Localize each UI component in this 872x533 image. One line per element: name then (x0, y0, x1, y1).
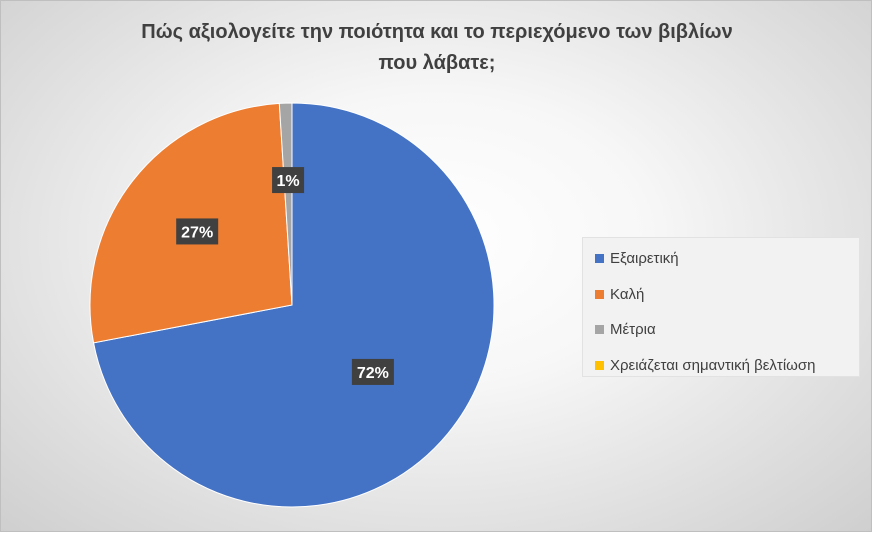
legend-swatch (595, 289, 604, 299)
data-label-text: 72% (357, 365, 389, 382)
legend-label: Καλή (610, 285, 645, 303)
data-label-text: 1% (277, 173, 300, 190)
legend-label: Εξαιρετική (610, 250, 679, 268)
legend-label: Μέτρια (610, 321, 656, 339)
chart-legend: Εξαιρετική Καλή Μέτρια Χρειάζεται σημαντική… (582, 237, 860, 377)
legend-label: Χρειάζεται σημαντική βελτίωση (610, 356, 816, 374)
legend-item-εξαιρετική: Εξαιρετική (583, 241, 859, 277)
data-label-μέτρια: 1% (272, 167, 305, 194)
legend-item-χρειάζεται-σημαντική-βελτίωση: Χρειάζεται σημαντική βελτίωση (583, 348, 859, 384)
legend-swatch (595, 325, 604, 335)
legend-item-καλή: Καλή (583, 277, 859, 313)
data-label-text: 27% (181, 224, 213, 241)
pie-slice-μέτρια (278, 102, 293, 306)
data-label-εξαιρετική: 72% (351, 358, 394, 385)
data-label-box (351, 358, 394, 385)
legend-item-μέτρια: Μέτρια (583, 312, 859, 348)
pie-slice-εξαιρετική (92, 102, 495, 508)
chart-title: Πώς αξιολογείτε την ποιότητα και το περι… (61, 17, 813, 79)
data-label-box (272, 167, 305, 194)
chart-title-line-1: Πώς αξιολογείτε την ποιότητα και το περι… (141, 21, 733, 43)
data-label-box (176, 218, 219, 245)
chart-title-line-2: που λάβατε; (378, 52, 496, 74)
data-label-καλή: 27% (176, 218, 219, 245)
legend-swatch (595, 360, 604, 370)
legend-swatch (595, 254, 604, 264)
